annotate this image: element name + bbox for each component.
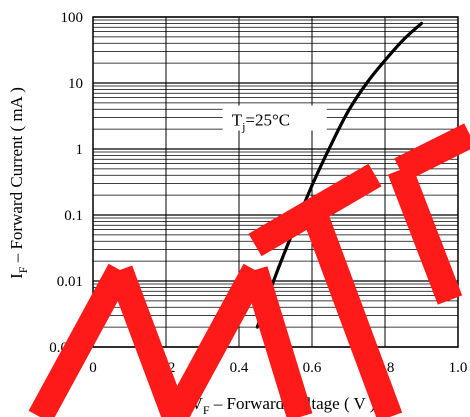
- watermark: [28, 123, 470, 417]
- x-tick-label: 0.6: [303, 360, 322, 376]
- y-tick-label: 1: [76, 142, 84, 158]
- series-layer: [255, 21, 424, 329]
- watermark-stroke: [302, 210, 403, 417]
- y-tick-label: 0.01: [57, 274, 83, 290]
- watermark-stroke: [248, 163, 382, 257]
- annotation-label: Tj=25°C: [232, 111, 290, 134]
- watermark-stroke: [107, 265, 188, 417]
- watermark-stroke: [394, 123, 470, 182]
- chart-grid: [92, 16, 459, 348]
- watermark-stroke: [163, 263, 267, 417]
- annotation-background: [222, 105, 327, 131]
- y-axis-title: IF – Forward Current ( mA ): [7, 87, 30, 279]
- temperature-annotation: Tj=25°C: [222, 105, 327, 134]
- y-tick-label: 0.1: [64, 208, 83, 224]
- x-tick-label: 1.0: [449, 360, 468, 376]
- y-tick-label: 10: [68, 76, 83, 92]
- watermark-stroke: [387, 165, 463, 305]
- watermark-stroke: [28, 263, 132, 417]
- x-tick-label: 0: [89, 360, 97, 376]
- y-tick-label: 100: [61, 10, 84, 26]
- series-line: [255, 21, 424, 329]
- watermark-stroke: [242, 266, 313, 417]
- x-tick-label: 0.4: [230, 360, 249, 376]
